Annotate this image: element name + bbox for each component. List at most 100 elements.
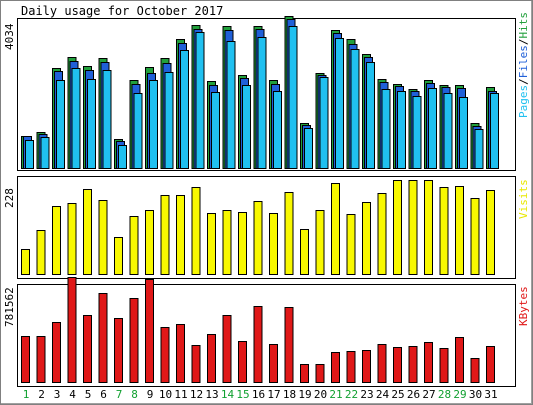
bar-kbytes-day-28 xyxy=(439,348,449,383)
legend-kbytes: KBytes xyxy=(517,286,530,326)
day-label-7: 7 xyxy=(116,388,123,401)
bar-pages-day-14 xyxy=(226,41,236,169)
bar-kbytes-day-10 xyxy=(160,327,170,383)
day-label-10: 10 xyxy=(159,388,172,401)
bar-visits-day-5 xyxy=(83,189,92,275)
legend-pages: Pages xyxy=(517,85,530,118)
bars-hits-group xyxy=(21,16,499,169)
bar-pages-day-24 xyxy=(381,89,391,169)
bar-pages-day-1 xyxy=(25,140,34,169)
bar-pages-day-23 xyxy=(366,62,375,169)
bar-kbytes-day-15 xyxy=(238,341,247,383)
bar-visits-day-29 xyxy=(455,186,464,275)
chart-title: Daily usage for October 2017 xyxy=(21,4,223,18)
bar-pages-day-21 xyxy=(335,38,344,169)
legend-hits-panel: Pages/Files/Hits xyxy=(517,12,530,118)
bar-visits-day-26 xyxy=(408,180,418,275)
legend-visits: Visits xyxy=(517,179,530,219)
bar-pages-day-5 xyxy=(87,79,96,169)
bar-kbytes-day-3 xyxy=(52,322,61,383)
bar-kbytes-day-24 xyxy=(377,344,387,383)
bar-pages-day-31 xyxy=(490,93,499,169)
day-label-4: 4 xyxy=(69,388,76,401)
y-max-label-hits: 4034 xyxy=(3,23,16,50)
bar-kbytes-day-19 xyxy=(300,364,309,383)
day-label-13: 13 xyxy=(205,388,218,401)
day-label-1: 1 xyxy=(23,388,30,401)
bar-visits-day-15 xyxy=(238,212,247,275)
bar-pages-day-15 xyxy=(242,85,251,169)
bar-visits-day-4 xyxy=(67,203,77,275)
y-max-label-kbytes: 781562 xyxy=(3,287,16,327)
bar-visits-day-17 xyxy=(269,213,278,275)
bar-pages-day-20 xyxy=(319,77,329,169)
bar-pages-day-17 xyxy=(273,91,282,169)
day-label-29: 29 xyxy=(453,388,466,401)
bar-kbytes-day-5 xyxy=(83,315,92,383)
bar-pages-day-8 xyxy=(133,93,143,169)
day-label-27: 27 xyxy=(422,388,435,401)
bar-visits-day-2 xyxy=(36,230,46,275)
bar-kbytes-day-25 xyxy=(393,347,402,383)
legend-hits: Hits xyxy=(517,12,530,39)
day-label-3: 3 xyxy=(54,388,61,401)
bar-visits-day-31 xyxy=(486,190,495,275)
bar-kbytes-day-27 xyxy=(424,342,433,383)
day-label-17: 17 xyxy=(267,388,280,401)
bar-visits-day-19 xyxy=(300,229,309,275)
bar-pages-day-19 xyxy=(304,128,313,169)
bar-kbytes-day-16 xyxy=(253,306,263,383)
bar-kbytes-day-18 xyxy=(284,307,294,383)
bar-visits-day-25 xyxy=(393,180,402,275)
legend-sep-1: / xyxy=(517,78,530,85)
bar-visits-day-28 xyxy=(439,187,449,275)
bar-kbytes-day-6 xyxy=(98,293,108,383)
day-label-19: 19 xyxy=(298,388,311,401)
bar-pages-day-4 xyxy=(71,68,81,169)
bar-kbytes-day-11 xyxy=(176,324,185,383)
day-label-31: 31 xyxy=(484,388,497,401)
bar-kbytes-day-8 xyxy=(129,298,139,383)
bar-visits-day-11 xyxy=(176,195,185,275)
day-label-28: 28 xyxy=(438,388,451,401)
bar-kbytes-day-23 xyxy=(362,350,371,383)
bar-pages-day-25 xyxy=(397,91,406,169)
bars-kbytes-group xyxy=(21,277,495,383)
bar-pages-day-7 xyxy=(118,145,127,169)
bar-kbytes-day-31 xyxy=(486,346,495,383)
bar-visits-day-22 xyxy=(346,214,356,275)
bar-visits-day-23 xyxy=(362,202,371,275)
bars-visits-group xyxy=(21,180,495,275)
day-label-6: 6 xyxy=(100,388,107,401)
day-label-21: 21 xyxy=(329,388,342,401)
day-label-11: 11 xyxy=(174,388,187,401)
bar-pages-day-29 xyxy=(459,97,468,169)
bar-kbytes-day-17 xyxy=(269,344,278,383)
day-label-20: 20 xyxy=(314,388,327,401)
day-label-12: 12 xyxy=(190,388,203,401)
day-label-8: 8 xyxy=(131,388,138,401)
bar-kbytes-day-4 xyxy=(67,277,77,383)
day-label-23: 23 xyxy=(360,388,373,401)
bar-visits-day-24 xyxy=(377,193,387,275)
bar-kbytes-day-26 xyxy=(408,346,418,383)
bar-pages-day-22 xyxy=(350,49,360,169)
day-label-30: 30 xyxy=(469,388,482,401)
bar-visits-day-6 xyxy=(98,200,108,275)
day-label-18: 18 xyxy=(283,388,296,401)
bar-visits-day-10 xyxy=(160,195,170,275)
bar-pages-day-18 xyxy=(288,26,298,169)
bar-pages-day-9 xyxy=(149,80,158,169)
bar-visits-day-9 xyxy=(145,210,154,275)
bar-kbytes-day-21 xyxy=(331,352,340,383)
bar-pages-day-12 xyxy=(195,32,205,169)
bar-visits-day-30 xyxy=(470,198,480,275)
bar-kbytes-day-30 xyxy=(470,358,480,383)
legend-sep-2: / xyxy=(517,39,530,46)
bar-visits-day-21 xyxy=(331,183,340,275)
bar-visits-day-27 xyxy=(424,180,433,275)
y-max-label-visits: 228 xyxy=(3,188,16,208)
bar-kbytes-day-1 xyxy=(21,336,30,383)
bar-kbytes-day-13 xyxy=(207,334,216,383)
day-label-24: 24 xyxy=(376,388,390,401)
